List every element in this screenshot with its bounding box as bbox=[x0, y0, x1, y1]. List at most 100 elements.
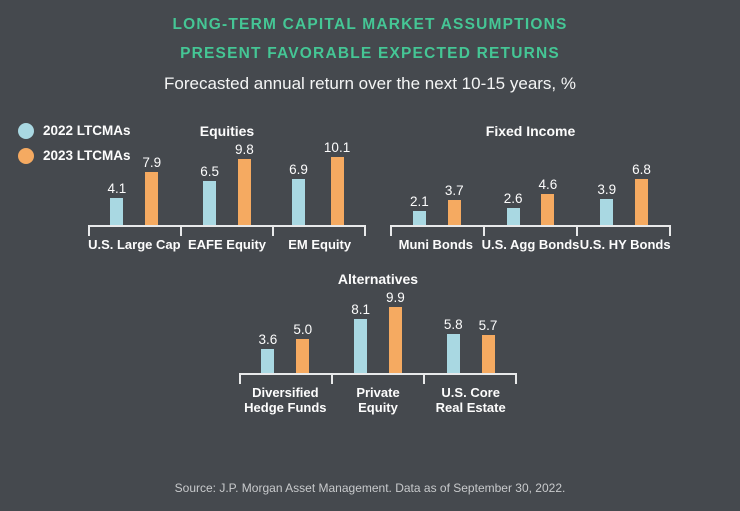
bar-2023 bbox=[388, 307, 402, 373]
category-label: U.S. Agg Bonds bbox=[481, 237, 580, 252]
bar-column: 3.6 bbox=[258, 332, 278, 373]
axis-tick-cell bbox=[483, 227, 576, 236]
bars-row-alternatives: 3.6 5.0 8.1 9.9 5.8 5.7 bbox=[239, 287, 517, 373]
chart-title-line1: LONG-TERM CAPITAL MARKET ASSUMPTIONS bbox=[172, 16, 568, 33]
category-label: U.S. HY Bonds bbox=[579, 237, 671, 252]
bar-2022 bbox=[261, 349, 275, 373]
category-labels-fixed-income: Muni Bonds U.S. Agg Bonds U.S. HY Bonds bbox=[390, 237, 671, 252]
group-title-equities: Equities bbox=[199, 123, 255, 139]
bar-column: 4.6 bbox=[538, 177, 558, 225]
bar-value-label: 3.9 bbox=[597, 182, 617, 197]
bar-column: 6.8 bbox=[632, 162, 651, 225]
bar-2023 bbox=[481, 335, 495, 373]
axis-tick-cell bbox=[180, 227, 272, 236]
bar-column: 7.9 bbox=[142, 155, 161, 225]
bar-value-label: 7.9 bbox=[142, 155, 162, 170]
chart-header: LONG-TERM CAPITAL MARKET ASSUMPTIONS PRE… bbox=[0, 0, 740, 93]
bar-value-label: 9.9 bbox=[386, 290, 405, 305]
bar-column: 5.8 bbox=[444, 317, 463, 373]
bar-column: 10.1 bbox=[324, 140, 350, 225]
chart-group-fixed-income: Fixed Income 2.1 3.7 2.6 4.6 3.9 6.8 Muni Bonds… bbox=[390, 123, 671, 252]
bar-2023 bbox=[541, 194, 555, 225]
bar-pair: 6.9 10.1 bbox=[273, 139, 366, 225]
chart-group-equities: Equities 4.1 7.9 6.5 9.8 6.9 10.1 U.S. Large Ca… bbox=[88, 123, 366, 252]
axis-tick-cell bbox=[88, 227, 180, 236]
bar-column: 5.7 bbox=[478, 318, 498, 373]
bar-2022 bbox=[354, 319, 368, 373]
category-label: Private Equity bbox=[356, 385, 400, 415]
bar-column: 6.5 bbox=[200, 164, 219, 225]
bar-pair: 4.1 7.9 bbox=[88, 139, 181, 225]
group-title-fixed-income: Fixed Income bbox=[485, 123, 576, 139]
legend-item-2022: 2022 LTCMAs bbox=[18, 122, 131, 139]
chart-subtitle: Forecasted annual return over the next 1… bbox=[163, 74, 576, 93]
bar-2023 bbox=[237, 159, 251, 225]
axis-baseline-equities bbox=[88, 225, 366, 236]
bar-value-label: 6.9 bbox=[289, 162, 308, 177]
group-title-alternatives: Alternatives bbox=[337, 271, 419, 287]
axis-tick-cell bbox=[239, 375, 331, 384]
category-labels-alternatives: Diversified Hedge Funds Private Equity U.S. … bbox=[239, 385, 517, 415]
source-note: Source: J.P. Morgan Asset Management. Da… bbox=[174, 481, 566, 495]
legend: 2022 LTCMAs 2023 LTCMAs bbox=[18, 122, 131, 172]
bars-row-equities: 4.1 7.9 6.5 9.8 6.9 10.1 bbox=[88, 139, 366, 225]
bar-value-label: 2.6 bbox=[503, 191, 523, 206]
bar-column: 2.1 bbox=[410, 194, 429, 225]
legend-swatch-2022-icon bbox=[18, 122, 34, 139]
legend-label-2022: 2022 LTCMAs bbox=[43, 123, 131, 138]
bar-pair: 5.8 5.7 bbox=[424, 287, 517, 373]
bar-value-label: 2.1 bbox=[410, 194, 429, 209]
bar-2022 bbox=[506, 208, 520, 225]
category-label: Muni Bonds bbox=[398, 237, 473, 252]
bar-value-label: 5.7 bbox=[478, 318, 498, 333]
bar-value-label: 8.1 bbox=[351, 302, 370, 317]
bar-value-label: 6.5 bbox=[200, 164, 219, 179]
bar-pair: 2.1 3.7 bbox=[390, 139, 484, 225]
bar-value-label: 9.8 bbox=[235, 142, 254, 157]
bar-column: 3.9 bbox=[597, 182, 616, 225]
bar-pair: 2.6 4.6 bbox=[484, 139, 578, 225]
bars-row-fixed-income: 2.1 3.7 2.6 4.6 3.9 6.8 bbox=[390, 139, 671, 225]
category-label: U.S. Large Cap bbox=[88, 237, 181, 252]
legend-swatch-2023-icon bbox=[18, 147, 34, 164]
category-label: EAFE Equity bbox=[188, 237, 267, 252]
axis-baseline-fixed-income bbox=[390, 225, 671, 236]
bar-pair: 3.9 6.8 bbox=[577, 139, 671, 225]
bar-2023 bbox=[330, 157, 344, 225]
bar-2022 bbox=[446, 334, 460, 373]
legend-item-2023: 2023 LTCMAs bbox=[18, 147, 131, 164]
bar-column: 9.9 bbox=[386, 290, 405, 373]
category-label: U.S. Core Real Estate bbox=[435, 385, 506, 415]
bar-value-label: 6.8 bbox=[632, 162, 651, 177]
bar-pair: 3.6 5.0 bbox=[239, 287, 332, 373]
bar-2023 bbox=[296, 339, 310, 373]
bar-value-label: 4.1 bbox=[107, 181, 127, 196]
chart-group-alternatives: Alternatives 3.6 5.0 8.1 9.9 5.8 5.7 Diversifie… bbox=[239, 271, 517, 415]
bar-pair: 8.1 9.9 bbox=[332, 287, 425, 373]
category-label: EM Equity bbox=[288, 237, 352, 252]
bar-column: 2.6 bbox=[504, 191, 523, 225]
bar-value-label: 3.7 bbox=[444, 183, 464, 198]
bar-value-label: 3.6 bbox=[258, 332, 278, 347]
axis-tick-cell bbox=[390, 227, 483, 236]
bar-column: 9.8 bbox=[235, 142, 254, 225]
chart-title-line2: PRESENT FAVORABLE EXPECTED RETURNS bbox=[180, 45, 560, 62]
category-label: Diversified Hedge Funds bbox=[244, 385, 327, 415]
category-labels-equities: U.S. Large Cap EAFE Equity EM Equity bbox=[88, 237, 366, 252]
bar-2023 bbox=[447, 200, 461, 225]
axis-tick-cell bbox=[576, 227, 671, 236]
bar-2022 bbox=[110, 198, 124, 225]
bar-2022 bbox=[412, 211, 426, 225]
bar-2023 bbox=[145, 172, 159, 225]
bar-column: 3.7 bbox=[445, 183, 464, 225]
bar-2022 bbox=[600, 199, 614, 225]
bar-pair: 6.5 9.8 bbox=[181, 139, 274, 225]
bar-value-label: 4.6 bbox=[538, 177, 558, 192]
bar-column: 6.9 bbox=[289, 162, 308, 225]
bar-2023 bbox=[635, 179, 649, 225]
bar-value-label: 5.0 bbox=[293, 322, 313, 337]
bar-column: 4.1 bbox=[107, 181, 127, 225]
bar-value-label: 10.1 bbox=[323, 140, 351, 155]
bar-2022 bbox=[292, 179, 306, 225]
